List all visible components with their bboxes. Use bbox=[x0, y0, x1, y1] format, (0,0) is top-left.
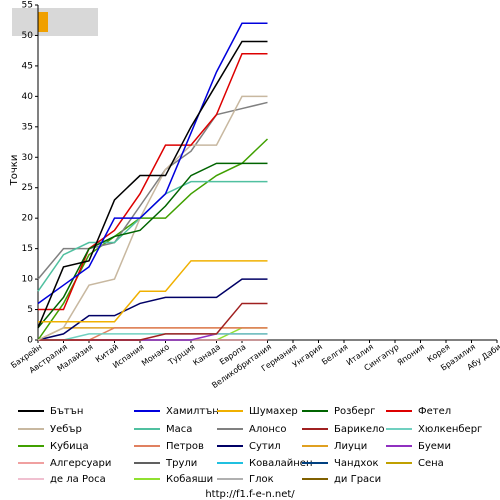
y-tick-label: 0 bbox=[27, 336, 33, 346]
legend-label: Сена bbox=[418, 458, 444, 469]
x-tick-label: Канада bbox=[191, 342, 222, 367]
legend-label: Алонсо bbox=[249, 424, 287, 435]
logo-accent bbox=[38, 12, 48, 32]
legend-label: Кубица bbox=[50, 441, 89, 452]
series-line bbox=[38, 260, 268, 323]
y-tick-label: 50 bbox=[22, 31, 34, 41]
legend-label: Уебър bbox=[50, 424, 82, 435]
series-line bbox=[37, 162, 268, 329]
series-line bbox=[38, 302, 268, 341]
legend-label: Барикело bbox=[334, 424, 385, 435]
legend-label: Фетел bbox=[418, 406, 451, 417]
x-tick-label: Монако bbox=[140, 342, 171, 368]
footer: http://f1.f-e-n.net/ bbox=[205, 489, 295, 500]
legend-label: Розберг bbox=[334, 406, 375, 417]
series-line bbox=[38, 333, 268, 341]
x-tick-label: Турция bbox=[166, 342, 197, 367]
logo bbox=[12, 8, 98, 36]
logo-bg bbox=[12, 8, 98, 36]
series-line bbox=[37, 40, 268, 329]
y-tick-label: 15 bbox=[22, 244, 33, 254]
y-tick-label: 10 bbox=[22, 275, 34, 285]
series-line bbox=[37, 95, 268, 341]
legend-label: Глок bbox=[249, 474, 274, 485]
legend-label: Буеми bbox=[418, 441, 451, 452]
legend-label: Чандхок bbox=[334, 458, 379, 469]
y-tick-label: 35 bbox=[22, 122, 33, 132]
legend-label: Хамилтън bbox=[166, 406, 219, 417]
x-tick-label: Белгия bbox=[320, 342, 350, 367]
legend-label: Лиуци bbox=[334, 441, 367, 452]
legend-label: Маса bbox=[166, 424, 192, 435]
series-line bbox=[37, 101, 268, 280]
legend-label: Алгерсуари bbox=[50, 458, 111, 469]
x-tick-label: Япония bbox=[396, 342, 427, 367]
legend-label: Ковалайнен bbox=[249, 458, 313, 469]
series-line bbox=[37, 278, 268, 341]
legend-label: Кобаяши bbox=[166, 474, 213, 485]
legend-label: Сутил bbox=[249, 441, 281, 452]
series-line bbox=[37, 180, 268, 292]
legend-label: Бътън bbox=[50, 406, 83, 417]
series-line bbox=[37, 22, 268, 305]
y-tick-label: 25 bbox=[22, 183, 33, 193]
y-tick-label: 45 bbox=[22, 61, 33, 71]
y-tick-label: 55 bbox=[22, 1, 33, 11]
legend-label: Хюлкенберг bbox=[418, 424, 482, 435]
legend-label: ди Граси bbox=[334, 474, 381, 485]
legend-label: Шумахер bbox=[249, 406, 298, 417]
y-tick-label: 40 bbox=[22, 92, 34, 102]
y-tick-label: 30 bbox=[22, 153, 34, 163]
legend-label: Трули bbox=[165, 458, 197, 469]
series-line bbox=[38, 52, 268, 311]
legend-label: Петров bbox=[166, 441, 204, 452]
y-tick-label: 20 bbox=[22, 214, 34, 224]
legend-label: де ла Роса bbox=[50, 474, 106, 485]
y-tick-label: 5 bbox=[27, 305, 33, 315]
y-axis-label: Точки bbox=[9, 155, 20, 187]
